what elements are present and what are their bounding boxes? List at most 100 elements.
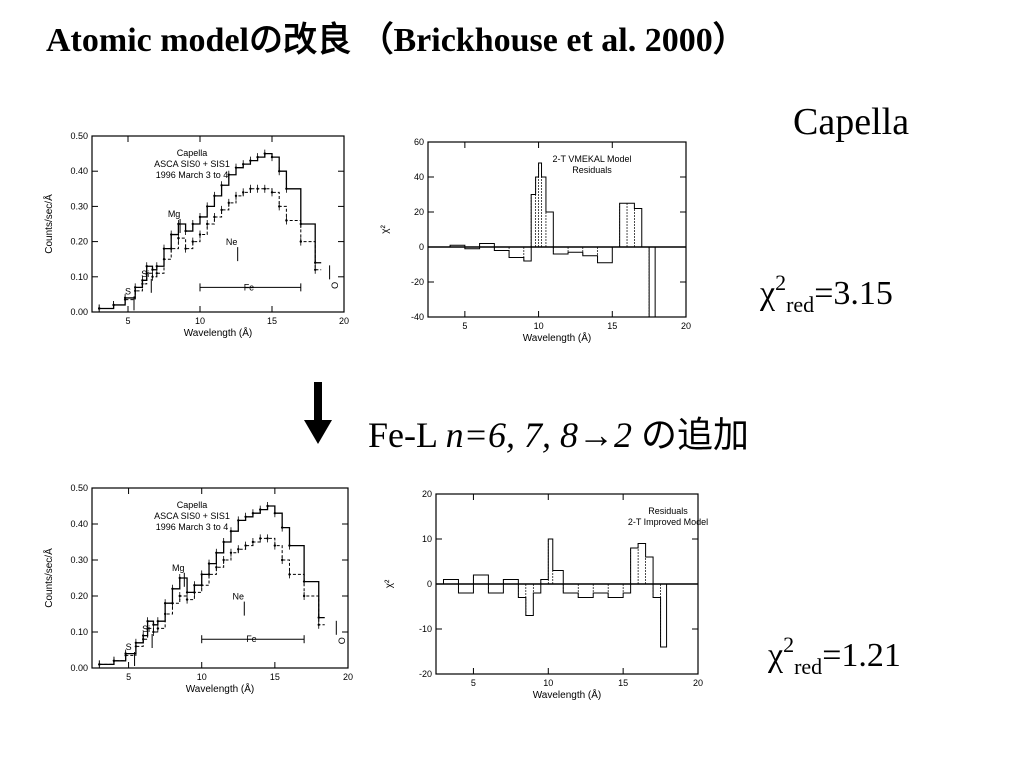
data-point xyxy=(215,551,218,554)
data-point xyxy=(299,240,302,243)
data-point xyxy=(193,591,196,594)
x-tick-label: 15 xyxy=(618,678,628,688)
x-tick-label: 15 xyxy=(267,316,277,326)
data-point xyxy=(227,201,230,205)
y-axis-label: χ² xyxy=(384,579,395,588)
spectrum-chart-top: 0.00 0.10 0.20 0.30 0.40 0.50 5 10 15 20 Wavelengt… xyxy=(42,131,349,339)
data-point xyxy=(229,530,233,533)
data-point xyxy=(170,233,173,236)
data-point xyxy=(229,551,233,554)
y-tick-label: 0.40 xyxy=(70,166,88,176)
line-annotation: O xyxy=(330,282,340,289)
data-point xyxy=(288,544,291,547)
data-point xyxy=(151,275,154,278)
chart-legend-text: Capella xyxy=(177,148,208,158)
data-point xyxy=(317,616,320,619)
chart-legend-text: ASCA SIS0 + SIS1 xyxy=(154,511,230,521)
y-tick-label: 0 xyxy=(419,242,424,252)
chi-sub: red xyxy=(786,292,815,317)
data-point xyxy=(146,627,149,630)
chi2-top: χ2red=3.15 xyxy=(760,270,893,318)
x-tick-label: 5 xyxy=(462,321,467,331)
y-tick-label: 0.30 xyxy=(70,201,88,211)
data-point xyxy=(155,272,158,275)
x-tick-label: 5 xyxy=(471,678,476,688)
y-tick-label: 0.10 xyxy=(70,627,88,637)
slide-title: Atomic modelの改良 （Brickhouse et al. 2000） xyxy=(46,22,747,59)
residual-series xyxy=(435,162,656,318)
y-tick-label: 0.20 xyxy=(70,591,88,601)
y-tick-label: 0.20 xyxy=(70,237,88,247)
data-point xyxy=(280,526,284,529)
data-point xyxy=(317,623,320,626)
chi2-bottom: χ2red=1.21 xyxy=(768,632,901,680)
data-point xyxy=(198,233,202,236)
data-point xyxy=(200,573,203,576)
data-point xyxy=(184,247,187,250)
chart-legend-text: Capella xyxy=(177,500,208,510)
data-point xyxy=(193,584,196,587)
data-point xyxy=(259,508,262,511)
x-tick-label: 20 xyxy=(339,316,349,326)
data-point xyxy=(222,558,225,562)
line-annotation: Fe xyxy=(246,634,257,644)
chart-legend-text: 2-T VMEKAL Model xyxy=(552,154,631,164)
data-point xyxy=(244,515,247,518)
data-point xyxy=(278,170,281,173)
data-point xyxy=(177,236,180,240)
data-point xyxy=(163,612,167,616)
data-point xyxy=(112,303,115,307)
data-point xyxy=(314,268,317,271)
data-point xyxy=(185,591,189,594)
line-annotation: Ne xyxy=(226,237,238,247)
data-point xyxy=(242,162,245,166)
y-tick-label: 20 xyxy=(414,207,424,217)
data-point xyxy=(206,222,209,226)
y-tick-label: 0.00 xyxy=(70,663,88,673)
data-point xyxy=(162,258,166,261)
data-point xyxy=(152,630,155,634)
down-arrow-icon xyxy=(304,382,332,444)
data-point xyxy=(220,184,223,187)
chi-sup: 2 xyxy=(783,632,795,657)
data-point xyxy=(249,159,252,162)
data-point xyxy=(124,654,127,657)
data-point xyxy=(288,573,291,576)
y-axis-label: χ² xyxy=(380,225,391,234)
line-annotation: Mg xyxy=(168,209,181,219)
data-point xyxy=(191,222,194,226)
x-tick-label: 10 xyxy=(195,316,205,326)
data-point xyxy=(280,558,284,562)
x-axis-label: Wavelength (Å) xyxy=(533,688,602,701)
data-point xyxy=(251,540,255,544)
data-point xyxy=(206,205,209,208)
y-axis-label: Counts/sec/Å xyxy=(42,194,55,254)
data-point xyxy=(178,576,181,580)
data-point xyxy=(156,620,160,623)
data-point xyxy=(285,187,288,190)
plot-frame xyxy=(427,141,687,318)
data-point xyxy=(266,537,269,540)
data-point xyxy=(198,215,202,219)
chart-legend-text: 1996 March 3 to 4 xyxy=(156,522,229,532)
data-point xyxy=(155,265,158,268)
chart-legend-text: Residuals xyxy=(648,506,688,516)
chart-legend-text: 2-T Improved Model xyxy=(628,517,708,527)
x-tick-label: 15 xyxy=(607,321,617,331)
data-point xyxy=(134,289,137,293)
data-point xyxy=(146,620,149,623)
data-point xyxy=(171,602,174,605)
data-point xyxy=(145,272,148,275)
data-point xyxy=(191,240,194,243)
model-series xyxy=(99,188,322,309)
y-tick-label: 0 xyxy=(427,579,432,589)
data-point xyxy=(273,544,277,547)
residual-series xyxy=(442,538,668,648)
line-annotation: Mg xyxy=(172,563,185,573)
data-point xyxy=(249,187,252,190)
model-change-label: Fe-L n=6, 7, 8→2 の追加 xyxy=(368,406,749,458)
y-tick-label: 10 xyxy=(422,534,432,544)
x-tick-label: 20 xyxy=(681,321,691,331)
y-tick-label: 0.40 xyxy=(70,519,88,529)
data-point xyxy=(123,298,127,301)
